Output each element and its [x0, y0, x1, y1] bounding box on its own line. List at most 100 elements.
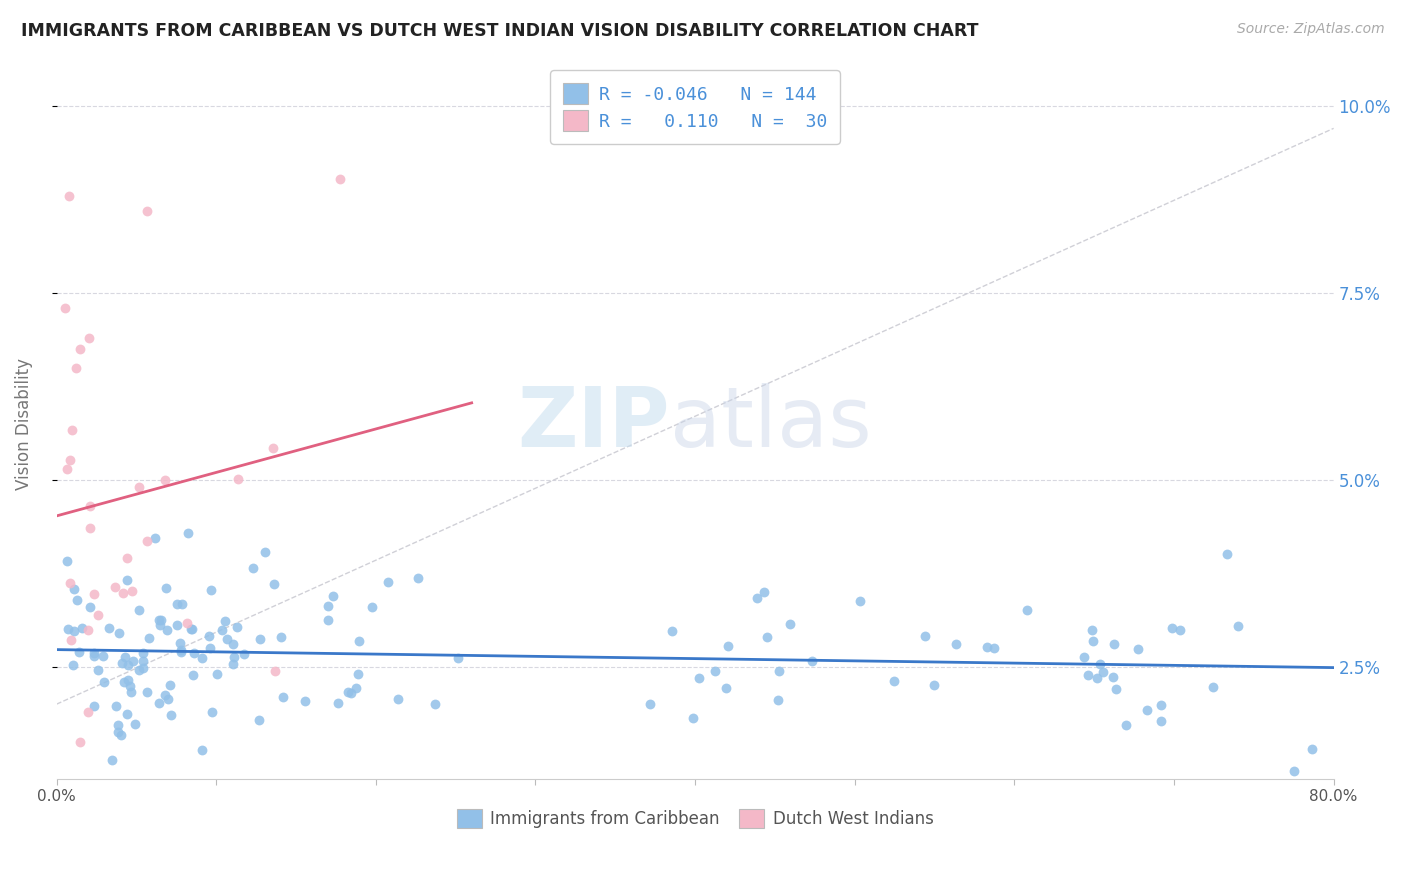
- Point: [56, 554, 79, 568]
- Point: [215, 632, 238, 647]
- Point: [922, 678, 945, 692]
- Legend: Immigrants from Caribbean, Dutch West Indians: Immigrants from Caribbean, Dutch West In…: [450, 802, 941, 835]
- Point: [76, 623, 98, 637]
- Point: [688, 671, 710, 685]
- Point: [249, 632, 271, 646]
- Point: [1102, 637, 1125, 651]
- Point: [347, 633, 370, 648]
- Point: [754, 584, 776, 599]
- Point: [104, 580, 127, 594]
- Point: [56, 461, 79, 475]
- Point: [120, 685, 142, 699]
- Point: [115, 573, 138, 587]
- Point: [316, 613, 339, 627]
- Point: [83, 699, 105, 714]
- Point: [766, 692, 789, 706]
- Point: [945, 637, 967, 651]
- Point: [222, 649, 245, 664]
- Point: [1136, 703, 1159, 717]
- Point: [60, 423, 83, 437]
- Point: [914, 630, 936, 644]
- Point: [63, 624, 86, 639]
- Point: [111, 656, 134, 670]
- Point: [155, 689, 177, 703]
- Point: [135, 685, 157, 699]
- Point: [77, 705, 100, 719]
- Point: [883, 674, 905, 689]
- Point: [1085, 671, 1108, 685]
- Point: [128, 602, 150, 616]
- Point: [170, 644, 193, 658]
- Point: [1301, 742, 1323, 756]
- Point: [183, 646, 205, 660]
- Point: [148, 696, 170, 710]
- Point: [79, 521, 101, 535]
- Point: [768, 664, 790, 678]
- Point: [717, 640, 740, 654]
- Point: [271, 690, 294, 704]
- Point: [143, 531, 166, 545]
- Point: [682, 711, 704, 725]
- Point: [69, 343, 91, 357]
- Point: [1015, 602, 1038, 616]
- Point: [155, 582, 177, 596]
- Point: [104, 698, 127, 713]
- Point: [112, 675, 135, 690]
- Point: [976, 640, 998, 654]
- Point: [58, 188, 80, 202]
- Point: [117, 658, 139, 673]
- Point: [340, 686, 363, 700]
- Point: [1080, 624, 1102, 638]
- Point: [79, 331, 101, 345]
- Point: [156, 623, 179, 637]
- Point: [149, 617, 172, 632]
- Point: [128, 663, 150, 677]
- Point: [423, 697, 446, 711]
- Point: [387, 692, 409, 706]
- Point: [66, 592, 89, 607]
- Point: [65, 360, 87, 375]
- Point: [336, 685, 359, 699]
- Point: [329, 172, 352, 186]
- Point: [1126, 642, 1149, 657]
- Point: [270, 630, 292, 644]
- Point: [128, 480, 150, 494]
- Point: [322, 590, 344, 604]
- Point: [211, 624, 233, 638]
- Point: [226, 620, 249, 634]
- Point: [779, 617, 801, 632]
- Point: [1101, 669, 1123, 683]
- Point: [1088, 657, 1111, 672]
- Point: [138, 632, 160, 646]
- Point: [79, 499, 101, 513]
- Point: [1150, 714, 1173, 729]
- Point: [131, 654, 153, 668]
- Point: [166, 618, 188, 632]
- Point: [112, 586, 135, 600]
- Point: [87, 663, 110, 677]
- Point: [121, 584, 143, 599]
- Point: [115, 707, 138, 722]
- Point: [264, 664, 287, 678]
- Point: [205, 667, 228, 681]
- Point: [177, 526, 200, 541]
- Point: [124, 716, 146, 731]
- Point: [150, 613, 173, 627]
- Point: [117, 673, 139, 687]
- Point: [1168, 623, 1191, 637]
- Point: [172, 597, 194, 611]
- Point: [181, 623, 204, 637]
- Point: [745, 591, 768, 606]
- Point: [120, 679, 142, 693]
- Point: [263, 577, 285, 591]
- Point: [200, 582, 222, 597]
- Point: [1202, 680, 1225, 694]
- Point: [132, 646, 155, 660]
- Point: [69, 734, 91, 748]
- Y-axis label: Vision Disability: Vision Disability: [15, 358, 32, 490]
- Point: [406, 571, 429, 585]
- Point: [180, 622, 202, 636]
- Text: atlas: atlas: [669, 384, 872, 464]
- Point: [115, 551, 138, 566]
- Point: [159, 678, 181, 692]
